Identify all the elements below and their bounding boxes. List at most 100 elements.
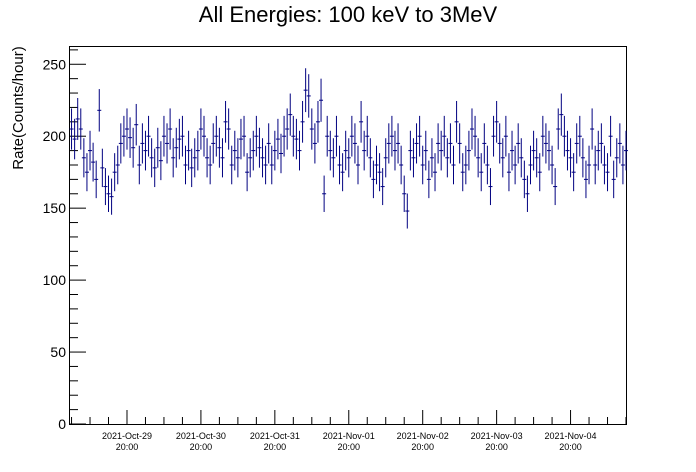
x-tick-date-label: 2021-Oct-29 bbox=[102, 431, 152, 441]
data-point bbox=[349, 115, 354, 157]
data-point bbox=[245, 153, 250, 192]
data-point bbox=[146, 115, 151, 157]
data-point bbox=[469, 108, 474, 150]
data-point bbox=[103, 168, 108, 206]
data-point bbox=[392, 130, 397, 171]
data-point bbox=[488, 168, 493, 206]
data-point bbox=[466, 130, 471, 171]
data-point bbox=[503, 115, 508, 157]
data-point bbox=[208, 145, 213, 185]
data-point bbox=[158, 141, 163, 181]
y-tick-label: 150 bbox=[43, 200, 67, 216]
data-point bbox=[365, 115, 370, 157]
data-point bbox=[226, 108, 231, 150]
data-point bbox=[186, 130, 191, 171]
x-tick-time-label: 20:00 bbox=[485, 442, 508, 452]
data-point bbox=[386, 123, 391, 164]
data-point bbox=[359, 100, 364, 143]
data-point bbox=[343, 130, 348, 171]
data-point bbox=[522, 160, 527, 199]
data-point bbox=[217, 127, 222, 168]
data-point bbox=[442, 115, 447, 157]
data-point bbox=[152, 148, 157, 188]
data-point bbox=[506, 153, 511, 192]
data-point bbox=[322, 175, 327, 212]
x-tick-time-label: 20:00 bbox=[559, 442, 582, 452]
data-point bbox=[340, 153, 345, 192]
data-point bbox=[439, 130, 444, 171]
data-point bbox=[149, 138, 154, 178]
data-point bbox=[411, 138, 416, 178]
data-point bbox=[334, 115, 339, 157]
data-point bbox=[124, 108, 129, 150]
data-point bbox=[97, 89, 102, 132]
data-point bbox=[516, 123, 521, 164]
data-point bbox=[192, 138, 197, 178]
x-axis: 2021-Oct-2920:002021-Oct-3020:002021-Oct… bbox=[71, 410, 627, 452]
data-point bbox=[420, 145, 425, 185]
data-point bbox=[325, 115, 330, 157]
data-point bbox=[599, 123, 604, 164]
data-point bbox=[433, 153, 438, 192]
data-point bbox=[577, 115, 582, 157]
data-point bbox=[223, 100, 228, 143]
data-point bbox=[248, 138, 253, 178]
data-point bbox=[568, 138, 573, 178]
data-point bbox=[72, 118, 77, 160]
data-point bbox=[303, 68, 308, 113]
data-point bbox=[602, 145, 607, 185]
data-point bbox=[414, 123, 419, 164]
data-point bbox=[571, 153, 576, 192]
data-point bbox=[312, 123, 317, 164]
data-point bbox=[109, 178, 114, 215]
data-point bbox=[537, 153, 542, 192]
data-point bbox=[81, 138, 86, 178]
data-point bbox=[534, 138, 539, 178]
data-point bbox=[315, 100, 320, 143]
data-point bbox=[562, 115, 567, 157]
data-point bbox=[448, 123, 453, 164]
data-point bbox=[328, 130, 333, 171]
data-point bbox=[454, 100, 459, 143]
data-point bbox=[426, 160, 431, 199]
data-point bbox=[525, 175, 530, 212]
data-point bbox=[331, 138, 336, 178]
data-point bbox=[269, 145, 274, 185]
data-point bbox=[451, 145, 456, 185]
data-point bbox=[605, 153, 610, 192]
x-tick-time-label: 20:00 bbox=[411, 442, 434, 452]
data-point bbox=[550, 145, 555, 185]
data-point bbox=[319, 78, 324, 122]
data-point bbox=[380, 168, 385, 206]
y-tick-label: 250 bbox=[43, 56, 67, 72]
data-point bbox=[580, 138, 585, 178]
data-point bbox=[112, 153, 117, 192]
data-point bbox=[617, 123, 622, 164]
data-points bbox=[69, 68, 628, 229]
data-point bbox=[189, 148, 194, 188]
data-point bbox=[608, 115, 613, 157]
data-point bbox=[300, 100, 305, 143]
y-tick-label: 100 bbox=[43, 272, 67, 288]
data-point bbox=[457, 123, 462, 164]
data-point bbox=[368, 138, 373, 178]
data-point bbox=[540, 115, 545, 157]
data-point bbox=[306, 74, 311, 118]
data-point bbox=[611, 160, 616, 199]
data-point bbox=[291, 115, 296, 157]
y-axis: 0 50 100 150 200 250 bbox=[43, 49, 86, 432]
data-point bbox=[272, 130, 277, 171]
data-point bbox=[297, 130, 302, 171]
data-point bbox=[473, 115, 478, 157]
data-point bbox=[491, 115, 496, 157]
data-point bbox=[559, 93, 564, 136]
data-point bbox=[84, 153, 89, 192]
data-point bbox=[346, 138, 351, 178]
data-point bbox=[543, 123, 548, 164]
data-point bbox=[155, 127, 160, 168]
y-tick-label: 0 bbox=[58, 416, 66, 432]
data-point bbox=[69, 108, 74, 150]
data-point bbox=[565, 130, 570, 171]
data-point bbox=[242, 115, 247, 157]
data-point bbox=[399, 145, 404, 185]
